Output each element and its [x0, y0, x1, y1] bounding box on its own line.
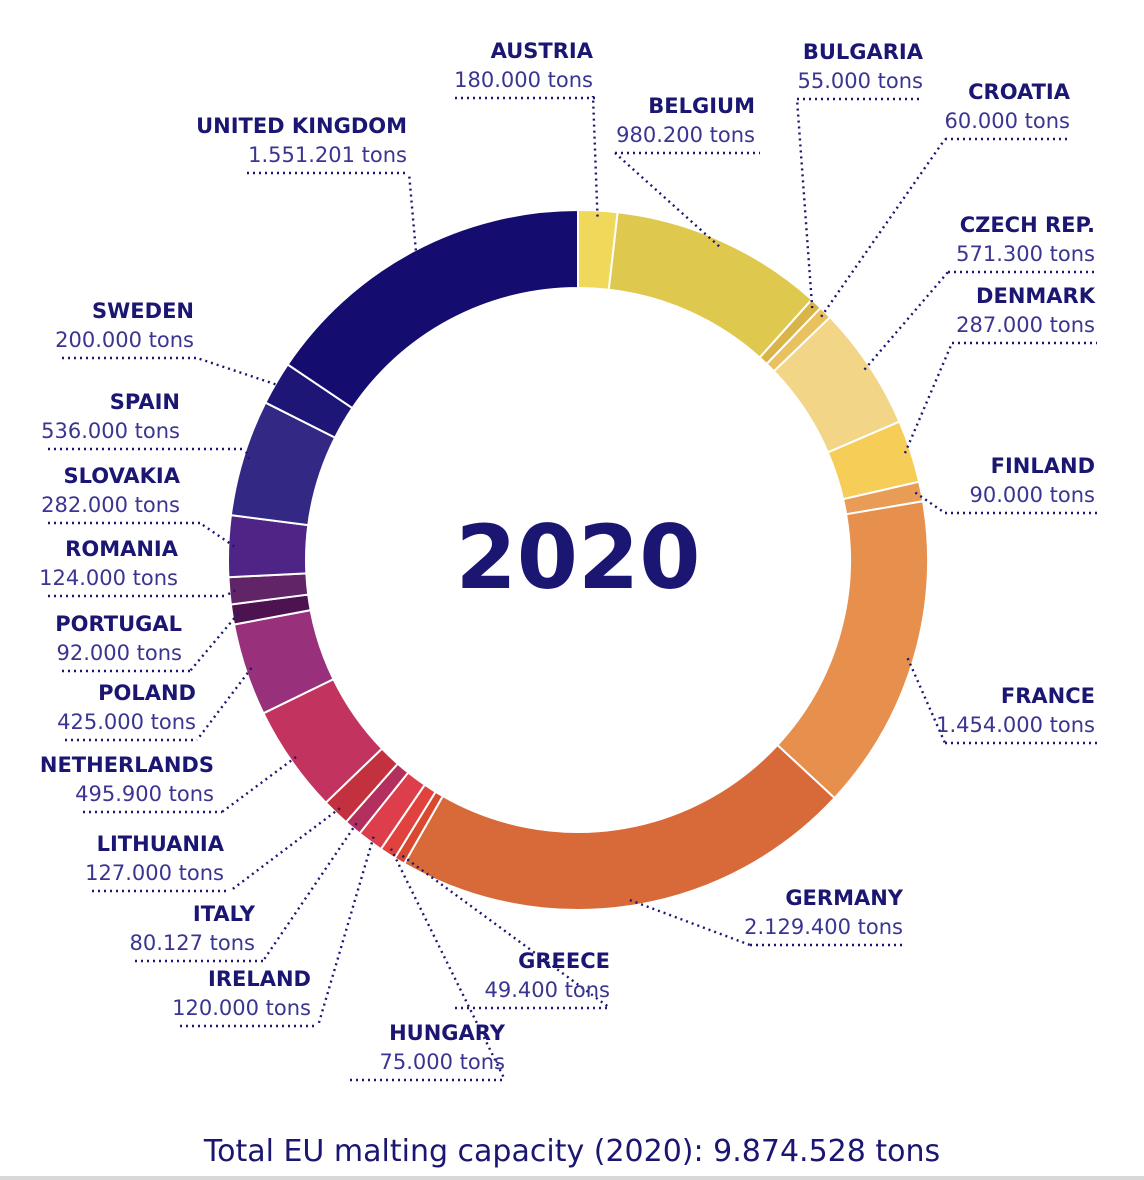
- leader-line-bulgaria: [795, 98, 814, 309]
- slice-germany: [402, 743, 836, 911]
- label-value-greece: 49.400 tons: [485, 978, 611, 1002]
- label-name-spain: SPAIN: [110, 390, 180, 414]
- label-name-germany: GERMANY: [785, 886, 903, 910]
- label-name-czech-rep: CZECH REP.: [960, 213, 1095, 237]
- label-name-poland: POLAND: [98, 681, 196, 705]
- frame-bottom-edge: [0, 1176, 1144, 1180]
- label-value-germany: 2.129.400 tons: [744, 915, 903, 939]
- label-name-romania: ROMANIA: [65, 537, 179, 561]
- label-name-bulgaria: BULGARIA: [803, 40, 924, 64]
- label-name-croatia: CROATIA: [968, 80, 1071, 104]
- center-year-label: 2020: [456, 506, 701, 609]
- leader-line-ireland: [316, 836, 375, 1027]
- label-name-france: FRANCE: [1001, 684, 1095, 708]
- label-name-netherlands: NETHERLANDS: [40, 753, 214, 777]
- leader-line-italy: [262, 822, 358, 962]
- label-name-united-kingdom: UNITED KINGDOM: [196, 114, 407, 138]
- label-name-greece: GREECE: [518, 949, 610, 973]
- label-value-ireland: 120.000 tons: [172, 996, 311, 1020]
- label-name-lithuania: LITHUANIA: [97, 832, 225, 856]
- total-capacity-caption: Total EU malting capacity (2020): 9.874.…: [203, 1134, 941, 1169]
- label-value-netherlands: 495.900 tons: [75, 782, 214, 806]
- label-value-spain: 536.000 tons: [41, 419, 180, 443]
- leader-line-germany: [629, 898, 751, 947]
- leader-line-romania: [224, 589, 236, 598]
- slice-united-kingdom: [286, 208, 579, 410]
- label-value-bulgaria: 55.000 tons: [798, 69, 924, 93]
- leader-line-poland: [196, 667, 253, 741]
- label-name-denmark: DENMARK: [976, 284, 1096, 308]
- leader-line-croatia: [820, 138, 946, 318]
- label-value-poland: 425.000 tons: [57, 710, 196, 734]
- label-value-hungary: 75.000 tons: [380, 1050, 506, 1074]
- leader-line-austria: [591, 95, 599, 217]
- leader-line-greece: [401, 854, 611, 1009]
- label-name-ireland: IRELAND: [208, 967, 311, 991]
- label-value-belgium: 980.200 tons: [616, 123, 755, 147]
- labels-group: AUSTRIA 180.000 tons BELGIUM 980.200 tons BU…: [39, 39, 1096, 1074]
- label-value-united-kingdom: 1.551.201 tons: [248, 143, 407, 167]
- leader-line-lithuania: [229, 807, 341, 892]
- label-name-italy: ITALY: [193, 902, 256, 926]
- leader-line-portugal: [189, 612, 240, 672]
- label-value-finland: 90.000 tons: [970, 483, 1096, 507]
- leader-line-spain: [243, 448, 251, 460]
- leader-line-denmark: [903, 342, 954, 454]
- label-value-denmark: 287.000 tons: [956, 313, 1095, 337]
- label-value-romania: 124.000 tons: [39, 566, 178, 590]
- label-value-slovakia: 282.000 tons: [41, 493, 180, 517]
- leader-line-hungary: [389, 848, 507, 1081]
- label-name-austria: AUSTRIA: [491, 39, 594, 63]
- label-name-slovakia: SLOVAKIA: [64, 464, 181, 488]
- slice-france: [775, 500, 929, 800]
- label-value-italy: 80.127 tons: [130, 931, 256, 955]
- label-value-lithuania: 127.000 tons: [85, 861, 224, 885]
- label-value-austria: 180.000 tons: [454, 68, 593, 92]
- leader-lines-group: [48, 95, 1097, 1082]
- label-value-portugal: 92.000 tons: [57, 641, 183, 665]
- slices-group: [227, 208, 929, 911]
- leader-line-united-kingdom: [407, 172, 418, 257]
- donut-chart: AUSTRIA 180.000 tons BELGIUM 980.200 tons BU…: [39, 39, 1097, 1082]
- label-name-finland: FINLAND: [991, 454, 1095, 478]
- label-value-france: 1.454.000 tons: [936, 713, 1095, 737]
- label-value-sweden: 200.000 tons: [55, 328, 194, 352]
- label-name-portugal: PORTUGAL: [55, 612, 182, 636]
- leader-line-sweden: [196, 356, 282, 388]
- label-value-czech-rep: 571.300 tons: [956, 242, 1095, 266]
- label-name-sweden: SWEDEN: [92, 299, 194, 323]
- leader-line-slovakia: [199, 522, 235, 548]
- label-name-belgium: BELGIUM: [648, 94, 755, 118]
- label-value-croatia: 60.000 tons: [945, 109, 1071, 133]
- leader-line-czech-rep: [863, 271, 949, 371]
- label-name-hungary: HUNGARY: [389, 1021, 506, 1045]
- leader-line-netherlands: [221, 756, 297, 813]
